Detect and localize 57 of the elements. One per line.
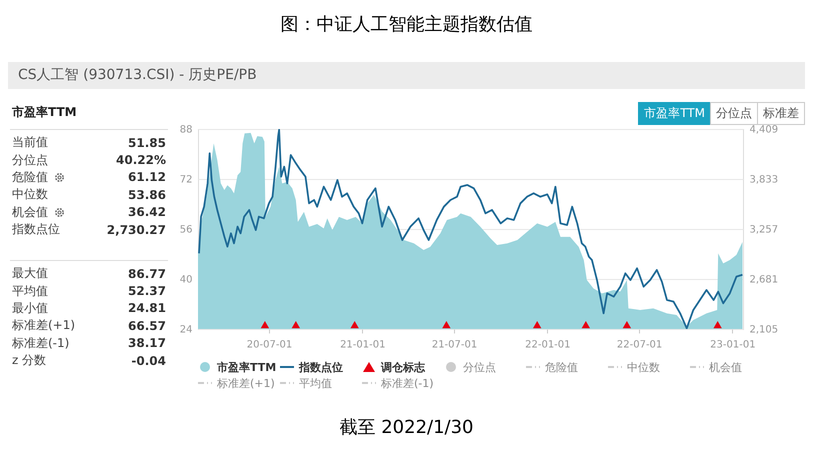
- legend-label: 市盈率TTM: [217, 360, 276, 374]
- category-label: 中位数: [12, 186, 48, 204]
- text: 36.42: [128, 205, 166, 220]
- legend-label: 危险值: [545, 360, 578, 374]
- category-label: 标准差: [757, 102, 805, 125]
- category-label: 市盈率TTM: [638, 102, 711, 125]
- chart-subtitle: CS人工智 (930713.CSI) - 历史PE/PB: [8, 62, 805, 89]
- x-tick-label: 22-07-01: [616, 340, 662, 350]
- y2-tick-label: 3,833: [750, 174, 778, 186]
- y-tick-label: 88: [180, 124, 192, 136]
- x-tick-label: 22-01-01: [525, 340, 570, 350]
- legend-label: 分位点: [463, 360, 496, 374]
- legend-label: 调仓标志: [381, 360, 425, 374]
- text: 38.17: [128, 336, 166, 350]
- text: 51.85: [128, 136, 166, 150]
- x-tick-label: 21-01-01: [340, 340, 386, 350]
- category-label: 标准差(-1): [12, 334, 70, 352]
- text: 2,730.27: [106, 222, 166, 237]
- text: 24.81: [128, 301, 166, 316]
- text: 截至 2022/1/30: [338, 416, 474, 439]
- category-label: 标准差(+1): [12, 317, 76, 334]
- text: 86.77: [128, 266, 166, 281]
- text: 40.22%: [116, 153, 166, 168]
- text: 61.12: [128, 170, 166, 184]
- category-label: z 分数: [12, 352, 46, 370]
- y-tick-label: 72: [180, 174, 192, 186]
- legend-label: 标准差(-1): [381, 376, 434, 390]
- y-tick-label: 24: [180, 324, 192, 336]
- text: 52.37: [128, 284, 166, 298]
- text: 市盈率TTM: [10, 100, 168, 130]
- category-label: 最大值: [12, 265, 48, 282]
- chart-title: 图：中证人工智能主题指数估值: [280, 14, 532, 35]
- legend-label: 指数点位: [299, 360, 343, 374]
- category-label: 平均值: [12, 282, 48, 300]
- category-label: 指数点位: [12, 221, 60, 238]
- legend-label: 平均值: [299, 376, 332, 390]
- x-tick-label: 20-07-01: [246, 340, 292, 350]
- category-label: 危险值: [12, 168, 48, 186]
- y2-tick-label: 4,409: [750, 124, 778, 136]
- text: 53.86: [128, 188, 166, 202]
- category-label: 最小值: [12, 300, 48, 317]
- legend-label: 标准差(+1): [217, 376, 275, 390]
- y-tick-label: 56: [180, 224, 192, 236]
- category-label: 分位点: [710, 102, 758, 125]
- category-label: 机会值: [12, 204, 48, 221]
- x-tick-label: 21-07-01: [432, 340, 478, 350]
- y2-tick-label: 2,105: [750, 324, 778, 336]
- text: 66.57: [128, 318, 166, 333]
- legend-label: 机会值: [709, 360, 742, 374]
- category-label: 当前值: [12, 134, 48, 152]
- text: -0.04: [131, 354, 166, 368]
- y2-tick-label: 2,681: [750, 274, 778, 286]
- category-label: 分位点: [12, 152, 48, 169]
- x-tick-label: 23-01-01: [710, 340, 756, 350]
- y2-tick-label: 3,257: [750, 224, 778, 236]
- y-tick-label: 40: [180, 274, 192, 286]
- legend-label: 中位数: [627, 360, 660, 374]
